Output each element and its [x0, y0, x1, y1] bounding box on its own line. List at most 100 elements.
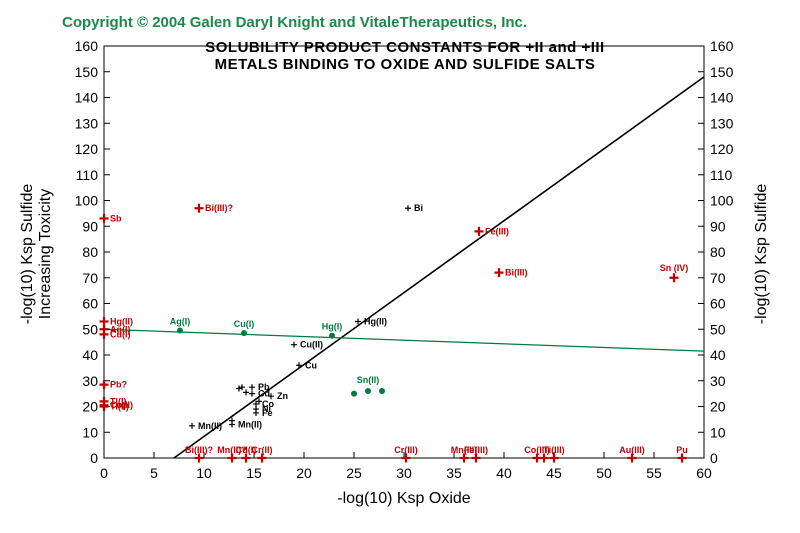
data-point-black-cross — [296, 362, 302, 369]
y-tick-label-right: 140 — [710, 90, 734, 106]
data-point-label: Fe(III) — [485, 226, 509, 236]
data-point-label: Cu(I) — [110, 329, 131, 339]
y-tick-label-left: 100 — [75, 193, 99, 209]
y-tick-label-right: 50 — [710, 321, 726, 337]
data-point-label: Co(III) — [524, 445, 550, 455]
data-point-label: Mn(II) — [238, 420, 262, 430]
data-point-label: Hg(II) — [110, 317, 133, 327]
data-point-label: Tl(I) — [110, 396, 127, 406]
y-tick-label-left: 70 — [82, 270, 98, 286]
trend-line-green — [103, 328, 705, 352]
data-point-label: Bi(III)? — [205, 203, 233, 213]
data-point-label: Bi(III) — [505, 268, 528, 278]
data-point-black-cross — [291, 341, 297, 348]
y-tick-label-right: 10 — [710, 424, 726, 440]
data-point-red-cross — [99, 329, 109, 339]
x-tick-label: 55 — [646, 465, 662, 481]
y-tick-label-left: 150 — [75, 64, 99, 80]
data-point-green-dot — [177, 327, 183, 334]
data-point-black-cross — [268, 393, 274, 400]
plot-frame — [103, 45, 705, 459]
data-point-black-cross — [253, 409, 259, 416]
y-tick-label-left: 80 — [82, 244, 98, 260]
data-point-black-cross — [253, 400, 259, 407]
data-point-green-dot — [379, 388, 385, 395]
x-tick-label: 0 — [100, 465, 108, 481]
x-tick-label: 50 — [596, 465, 612, 481]
data-point-label: Sn(II) — [357, 375, 380, 385]
y-tick-label-right: 20 — [710, 399, 726, 415]
trend-line-black — [173, 76, 705, 459]
data-point-red-cross — [99, 317, 109, 327]
data-point-label: Ti(II) — [110, 402, 129, 412]
data-point-red-cross — [257, 453, 267, 463]
x-tick-label: 30 — [396, 465, 412, 481]
data-point-black-cross — [405, 205, 411, 212]
y-axis-label-right: -log(10) Ksp Sulfide — [753, 184, 770, 325]
y-tick-label-left: 60 — [82, 296, 98, 312]
data-point-label: Ni — [262, 404, 271, 414]
y-tick-label-left: 120 — [75, 141, 99, 157]
y-axis-label-left-line-1: -log(10) Ksp Sulfide — [19, 184, 36, 325]
y-tick-label-right: 130 — [710, 115, 734, 131]
y-tick-label-left: 40 — [82, 347, 98, 363]
data-point-black-cross — [189, 422, 195, 429]
data-point-label: Ag(I) — [170, 317, 191, 327]
data-point-label: Cr(III) — [394, 445, 418, 455]
data-point-red-cross — [99, 214, 109, 224]
y-tick-label-right: 160 — [710, 38, 734, 54]
x-tick-label: 35 — [446, 465, 462, 481]
data-point-label: Mn(II)? — [217, 445, 247, 455]
y-tick-label-left: 0 — [90, 450, 98, 466]
y-tick-label-right: 70 — [710, 270, 726, 286]
data-point-label: Mn(III) — [451, 445, 478, 455]
data-point-label: Zn — [277, 391, 288, 401]
y-tick-label-left: 140 — [75, 90, 99, 106]
data-point-label: Cu(II) — [300, 340, 323, 350]
y-tick-label-right: 90 — [710, 218, 726, 234]
y-tick-label-right: 120 — [710, 141, 734, 157]
x-tick-label: 60 — [696, 465, 712, 481]
copyright-text: Copyright © 2004 Galen Daryl Knight and … — [62, 14, 527, 31]
x-axis-label: -log(10) Ksp Oxide — [337, 490, 470, 507]
data-point-black-cross — [239, 384, 245, 391]
data-point-label: Fe(III) — [464, 445, 488, 455]
data-point-red-cross — [669, 273, 679, 283]
data-point-label: Hg(I) — [322, 322, 343, 332]
x-tick-label: 25 — [346, 465, 362, 481]
data-point-label: Ag(I) — [110, 324, 131, 334]
data-point-black-cross — [249, 384, 255, 391]
x-tick-label: 15 — [246, 465, 262, 481]
data-point-label: Bi — [414, 203, 423, 213]
data-point-label: Fe — [262, 408, 273, 418]
data-point-red-cross — [99, 380, 109, 390]
data-point-label: Co — [262, 399, 274, 409]
data-point-label: Pb — [258, 382, 270, 392]
x-tick-label: 5 — [150, 465, 158, 481]
data-point-red-cross — [627, 453, 637, 463]
y-tick-label-left: 50 — [82, 321, 98, 337]
y-tick-label-right: 30 — [710, 373, 726, 389]
y-axis-label-left-line-2: Increasing Toxicity — [37, 189, 54, 319]
data-point-red-cross — [677, 453, 687, 463]
data-point-red-cross — [401, 453, 411, 463]
y-tick-label-right: 100 — [710, 193, 734, 209]
y-tick-label-left: 30 — [82, 373, 98, 389]
y-tick-label-left: 110 — [76, 167, 99, 183]
y-tick-label-left: 90 — [82, 218, 98, 234]
data-point-green-dot — [241, 330, 247, 337]
data-points: SbBi(III)?Hg(II)Ag(I)Cu(I)Pb?Tl(I)Co(II)… — [99, 203, 689, 463]
data-point-label: Sn (IV) — [660, 263, 689, 273]
data-point-label: Mn(II) — [198, 421, 222, 431]
data-point-black-cross — [249, 390, 255, 397]
data-point-green-dot — [365, 388, 371, 395]
trend-lines — [103, 76, 705, 459]
data-point-black-cross — [229, 417, 235, 424]
data-point-black-cross — [355, 318, 361, 325]
data-point-red-cross — [539, 453, 549, 463]
data-point-green-dot — [329, 332, 335, 339]
y-tick-label-right: 40 — [710, 347, 726, 363]
y-tick-label-left: 130 — [75, 115, 99, 131]
